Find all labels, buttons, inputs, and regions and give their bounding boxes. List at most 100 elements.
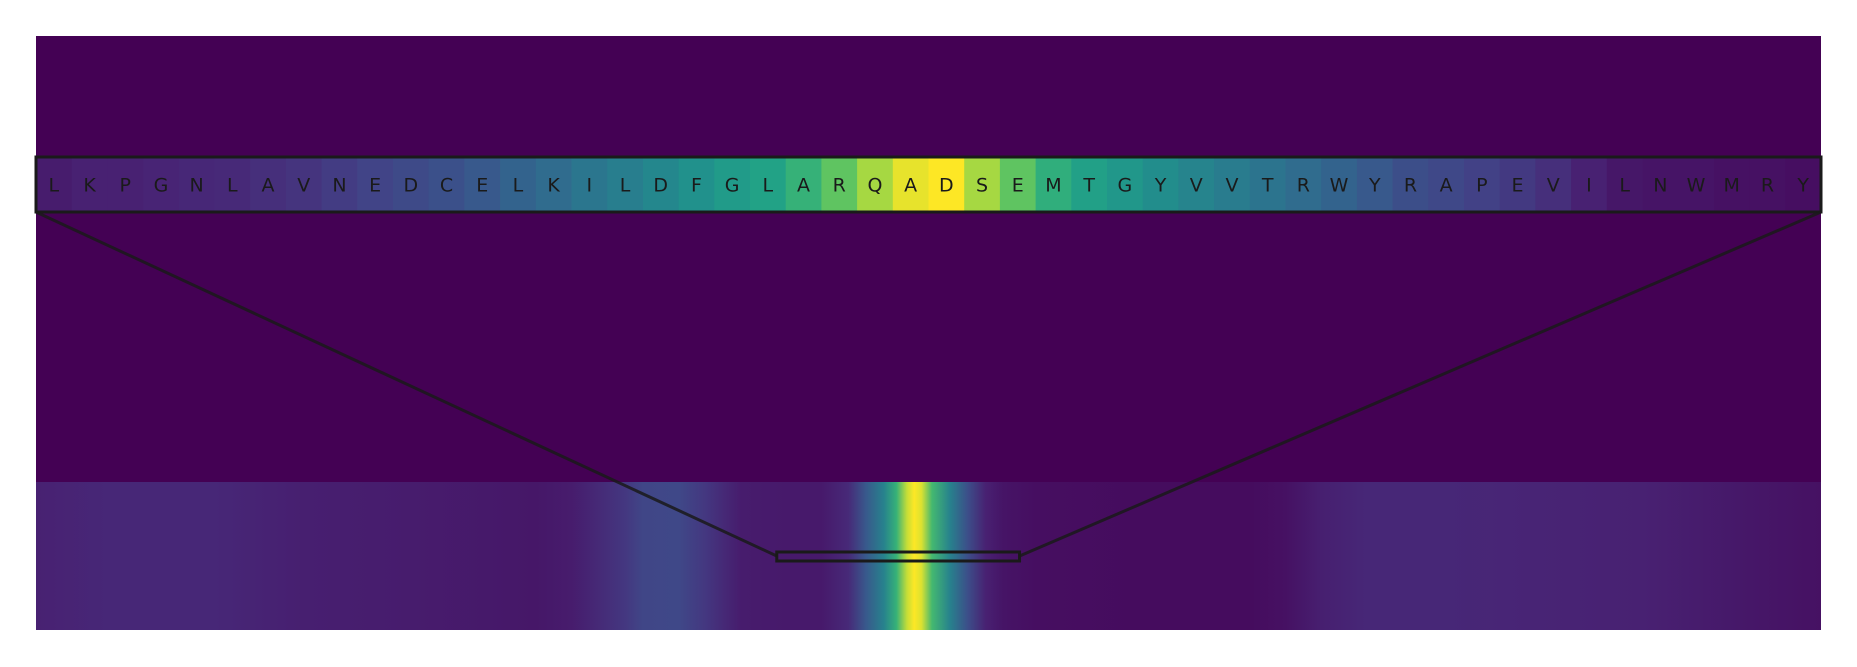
residue-cell [36,157,73,212]
residue-label: V [1225,175,1238,197]
residue-label: R [833,175,846,197]
zoom-residue-cells [36,157,1822,212]
residue-cell [535,157,573,212]
residue-cell [1428,157,1465,212]
residue-label: A [262,175,275,197]
residue-label: T [1261,175,1274,197]
residue-label: E [1012,175,1024,197]
residue-cell [1035,157,1072,212]
residue-label: P [120,175,131,197]
residue-cell [464,157,501,212]
residue-cell [1178,157,1215,212]
residue-label: L [227,175,238,197]
residue-label: Y [1796,175,1809,197]
residue-cell [500,157,537,212]
residue-label: E [369,175,381,197]
residue-label: Q [867,175,882,197]
residue-cell [1356,157,1394,212]
residue-label: N [190,175,204,197]
residue-cell [999,157,1037,212]
residue-cell [1642,157,1679,212]
residue-label: M [1045,175,1061,197]
residue-cell [642,157,680,212]
residue-label: V [1547,175,1560,197]
residue-label: R [1761,175,1774,197]
residue-cell [1285,157,1322,212]
residue-label: L [49,175,60,197]
residue-cell [785,157,822,212]
residue-label: Y [1368,175,1381,197]
residue-cell [214,157,251,212]
residue-cell [357,157,394,212]
connector-line-left [35,210,778,558]
residue-label: S [976,175,988,197]
residue-label: P [1476,175,1487,197]
residue-cell [1535,157,1572,212]
residue-label: E [476,175,488,197]
highlight-window-box [775,550,1022,563]
residue-label: E [1512,175,1524,197]
residue-cell [928,157,965,212]
residue-cell [1214,157,1251,212]
residue-cell [71,157,108,212]
residue-label: Y [1154,175,1167,197]
residue-label: I [587,175,593,197]
residue-cell [1142,157,1179,212]
residue-label: R [1297,175,1310,197]
residue-cell [250,157,287,212]
residue-cell [393,157,430,212]
residue-label: T [1082,175,1095,197]
residue-cell [1392,157,1429,212]
residue-cell [821,157,858,212]
residue-label: L [513,175,524,197]
residue-label: C [440,175,453,197]
residue-label: G [154,175,169,197]
residue-cell [1071,157,1108,212]
residue-cell [857,157,894,212]
residue-cell [1321,157,1358,212]
residue-label: M [1724,175,1740,197]
residue-cell [428,157,465,212]
residue-label: G [1117,175,1132,197]
residue-label: D [939,175,954,197]
residue-label: G [725,175,740,197]
residue-cell [1499,157,1536,212]
residue-label: N [332,175,346,197]
residue-cell [678,157,715,212]
residue-cell [892,157,930,212]
residue-label: L [620,175,631,197]
residue-label: A [904,175,917,197]
residue-label: D [653,175,668,197]
residue-label: I [1586,175,1592,197]
connector-line-right [1018,210,1822,558]
residue-label: V [1190,175,1203,197]
residue-label: N [1653,175,1667,197]
residue-label: L [763,175,774,197]
residue-cell [714,157,751,212]
residue-label: K [83,175,96,197]
residue-cell [1749,157,1786,212]
residue-cell [964,157,1001,212]
residue-label: A [797,175,810,197]
residue-cell [1107,157,1144,212]
residue-cell [1464,157,1501,212]
residue-cell [750,157,787,212]
residue-label: K [547,175,560,197]
residue-cell [143,157,180,212]
residue-cell [107,157,144,212]
residue-cell [1678,157,1715,212]
residue-label: F [691,175,702,197]
residue-label: L [1619,175,1630,197]
zoom-frame [34,155,1823,214]
residue-cell [178,157,216,212]
residue-cell [1571,157,1608,212]
residue-cell [1249,157,1287,212]
residue-cell [321,157,358,212]
residue-label: W [1330,175,1349,197]
residue-cell [285,157,323,212]
residue-cell [1785,157,1822,212]
residue-label: V [297,175,310,197]
residue-label: A [1440,175,1453,197]
